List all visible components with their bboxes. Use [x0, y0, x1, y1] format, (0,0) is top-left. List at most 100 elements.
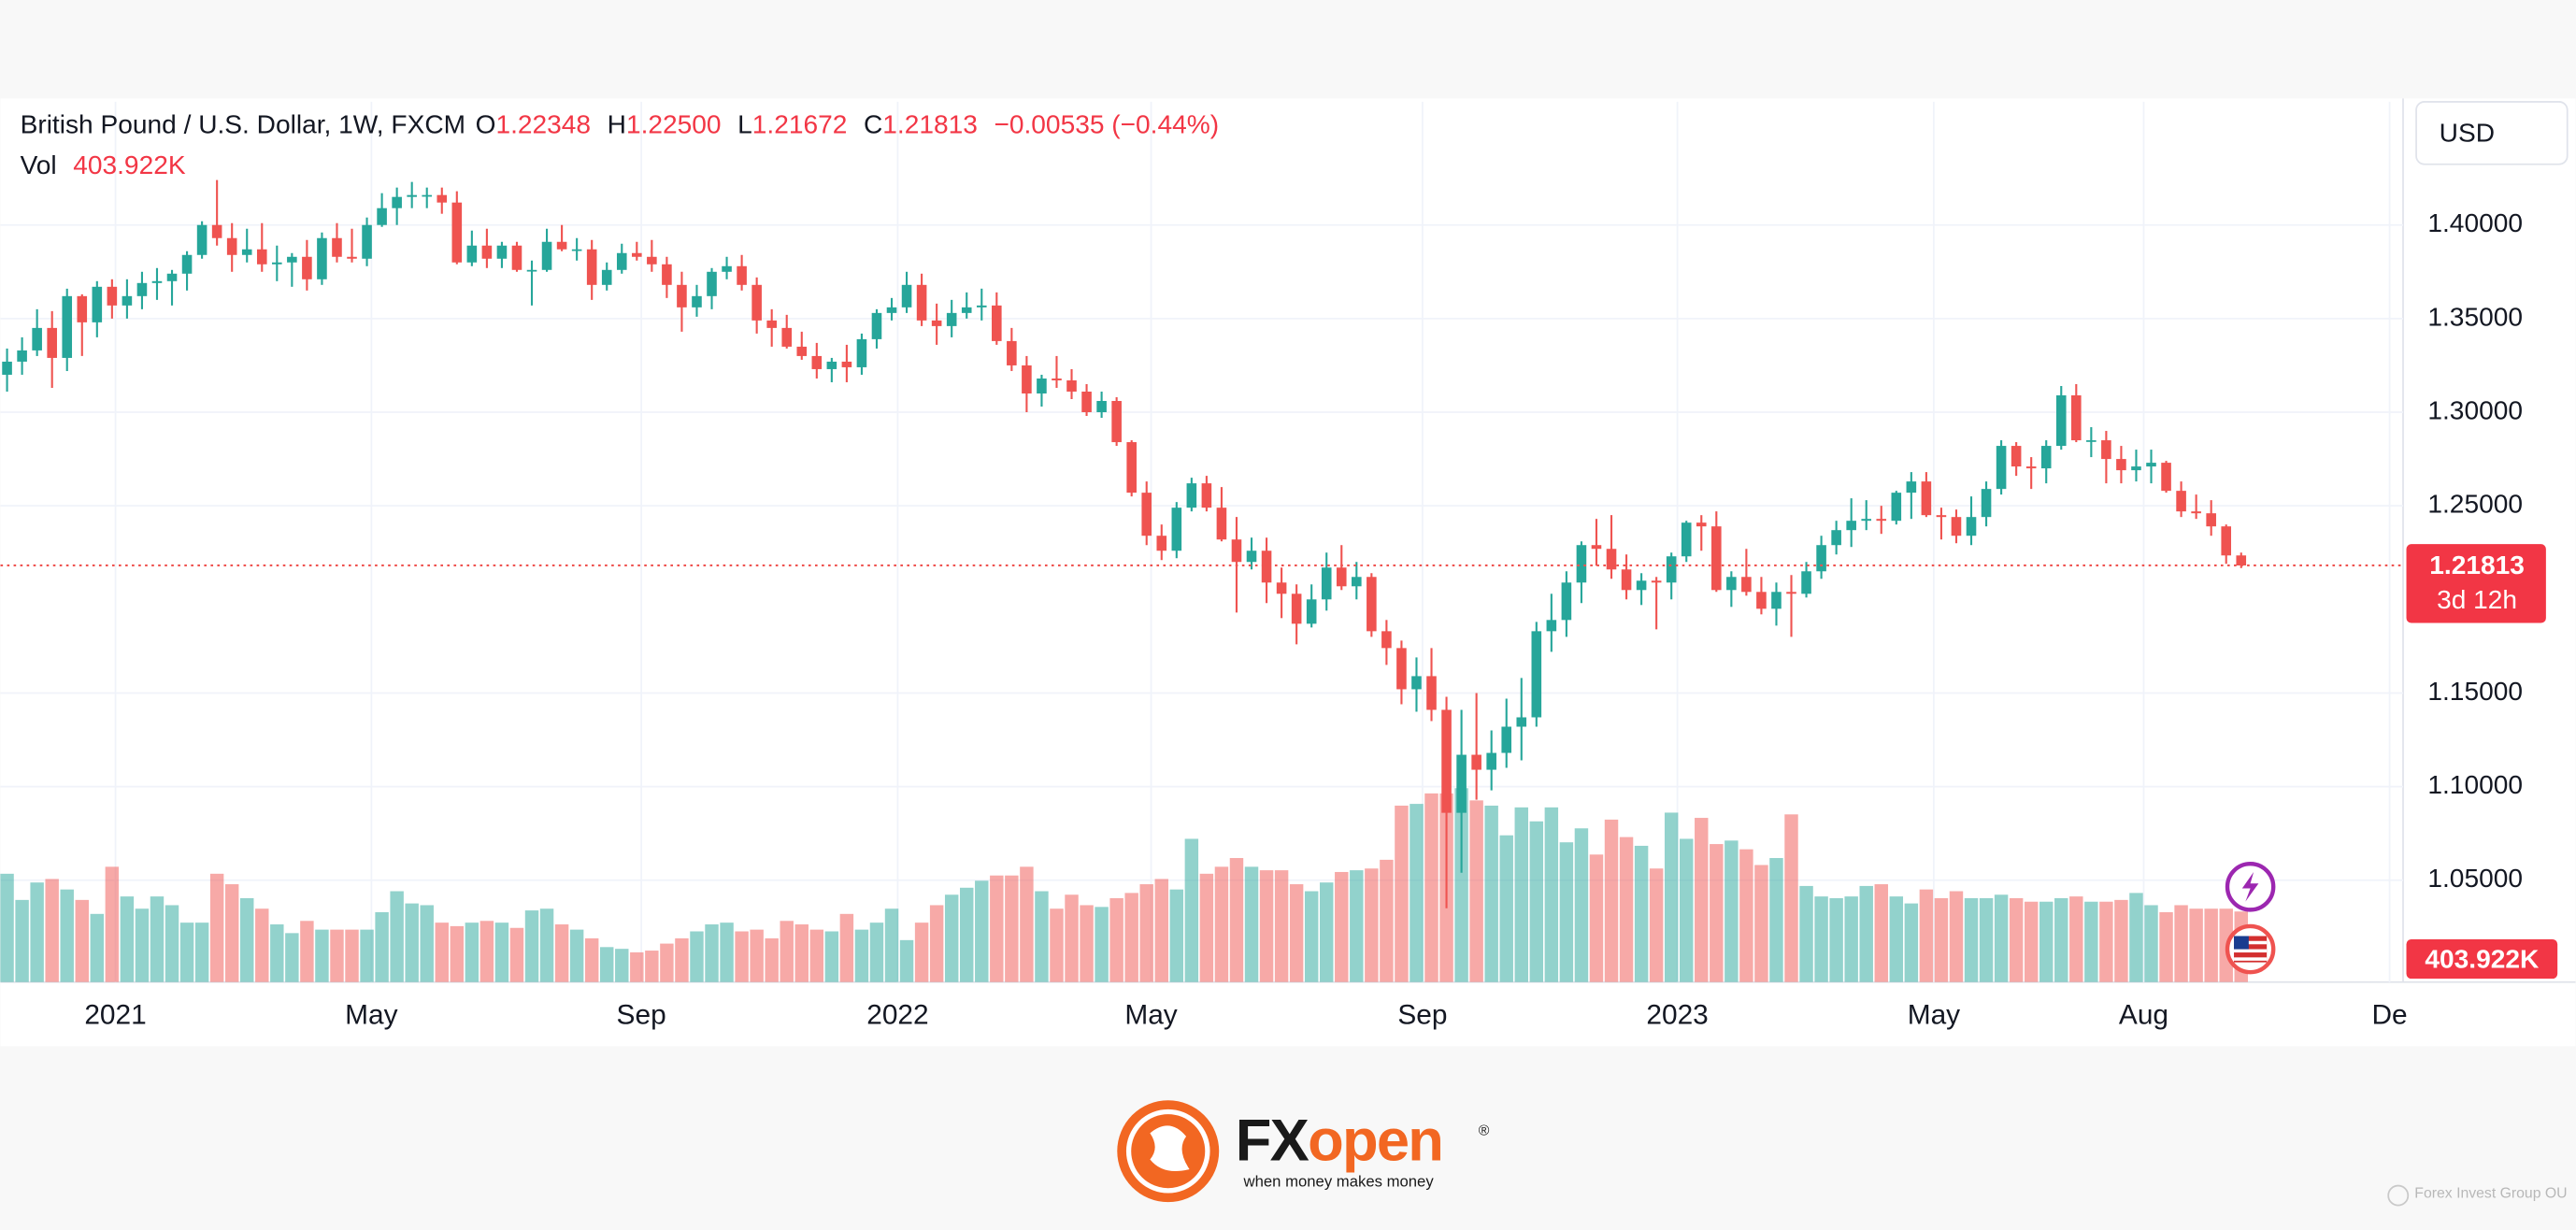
candle-body — [556, 241, 567, 250]
volume-bar — [405, 903, 419, 982]
volume-bar — [1994, 894, 2009, 982]
candle-body — [2161, 463, 2171, 492]
x-tick-label: Sep — [1397, 999, 1447, 1030]
candle-body — [226, 237, 237, 255]
candle-body — [481, 245, 493, 259]
volume-bar — [1680, 838, 1694, 982]
candle-body — [1636, 580, 1647, 591]
candle-body — [272, 262, 282, 265]
ohlc-key: H — [608, 110, 626, 139]
volume-bar — [2144, 905, 2158, 982]
y-tick-label: 1.35000 — [2427, 302, 2523, 331]
candle-body — [1486, 752, 1496, 770]
volume-bar — [1499, 835, 1513, 982]
volume-bar — [179, 922, 194, 982]
volume-bar — [615, 949, 629, 982]
candle-body — [811, 355, 823, 369]
volume-bar — [735, 931, 749, 982]
candle-body — [976, 305, 987, 308]
candle-body — [1501, 726, 1512, 753]
candle-body — [1321, 567, 1332, 600]
x-tick-label: 2021 — [84, 999, 146, 1030]
volume-bar — [1649, 868, 1664, 982]
volume-bar — [315, 929, 329, 982]
candle-body — [436, 194, 448, 203]
brand-fx-text: FX — [1236, 1108, 1309, 1173]
volume-bar — [630, 951, 644, 982]
candle-body — [2071, 394, 2082, 441]
candle-body — [2176, 491, 2186, 512]
candle-body — [841, 361, 852, 367]
candle-body — [32, 327, 42, 350]
candle-body — [826, 361, 837, 369]
volume-bar — [1259, 870, 1274, 982]
candle-body — [2101, 440, 2111, 460]
volume-bar — [1365, 868, 1379, 982]
volume-bar — [1304, 891, 1319, 982]
volume-bar — [929, 905, 944, 982]
candle-body — [511, 245, 522, 270]
legend-line: British Pound / U.S. Dollar, 1W, FXCM O1.… — [21, 110, 1220, 139]
candle-body — [1576, 545, 1587, 583]
candle-body — [692, 295, 702, 308]
candle-body — [1007, 340, 1017, 365]
volume-bar — [1410, 804, 1424, 982]
volume-bar — [1664, 812, 1679, 982]
volume-bar — [990, 875, 1004, 982]
currency-button[interactable] — [2415, 101, 2569, 165]
candle-body — [47, 327, 57, 358]
y-tick-label: 1.05000 — [2427, 864, 2523, 893]
volume-bars — [0, 788, 2248, 982]
candle-body — [586, 249, 597, 285]
candle-body — [1561, 582, 1572, 621]
volume-bar — [479, 921, 494, 982]
volume-bar — [1484, 805, 1498, 982]
candle-body — [601, 269, 612, 285]
volume-bar — [2129, 893, 2143, 982]
volume-bar — [1829, 898, 1843, 982]
volume-bar — [1214, 866, 1229, 982]
candle-body — [1037, 378, 1047, 393]
x-tick-label: De — [2371, 999, 2407, 1030]
candle-body — [1141, 493, 1152, 536]
volume-bar — [1080, 905, 1094, 982]
candle-body — [1411, 676, 1422, 690]
candle-body — [2011, 446, 2022, 467]
candle-body — [526, 269, 537, 272]
candle-body — [196, 224, 208, 255]
vol-key: Vol — [21, 151, 57, 180]
volume-bar — [1139, 884, 1153, 982]
candle-body — [541, 241, 552, 270]
candle-body — [1456, 754, 1467, 813]
candle-body — [1231, 539, 1242, 563]
volume-bar — [1859, 885, 1873, 982]
volume-bar — [390, 891, 404, 982]
volume-bar — [1934, 898, 1949, 982]
currency-label[interactable]: USD — [2440, 118, 2495, 147]
volume-bar — [435, 922, 449, 982]
volume-bar — [1589, 854, 1604, 982]
volume-bar — [15, 899, 29, 982]
ohlc-key: O — [476, 110, 496, 139]
candle-body — [122, 295, 133, 306]
volume-bar — [1919, 889, 1934, 982]
candle-body — [302, 256, 312, 279]
candle-body — [886, 307, 897, 313]
candle-body — [1606, 549, 1617, 570]
volume-bar — [1799, 885, 1813, 982]
volume-bar — [975, 880, 989, 982]
grid — [0, 101, 2404, 982]
volume-bar — [1769, 858, 1783, 982]
volume-bar — [1979, 898, 1994, 982]
candle-body — [1591, 545, 1602, 550]
candle-body — [1276, 582, 1287, 594]
volume-bar — [1844, 896, 1858, 982]
candle-body — [1367, 577, 1377, 632]
candle-body — [1726, 577, 1737, 591]
candle-body — [677, 284, 687, 308]
candle-body — [17, 350, 27, 362]
volume-bar — [345, 929, 359, 982]
volume-bar — [600, 947, 614, 982]
volume-bar — [1904, 903, 1919, 982]
volume-bar — [240, 898, 254, 982]
